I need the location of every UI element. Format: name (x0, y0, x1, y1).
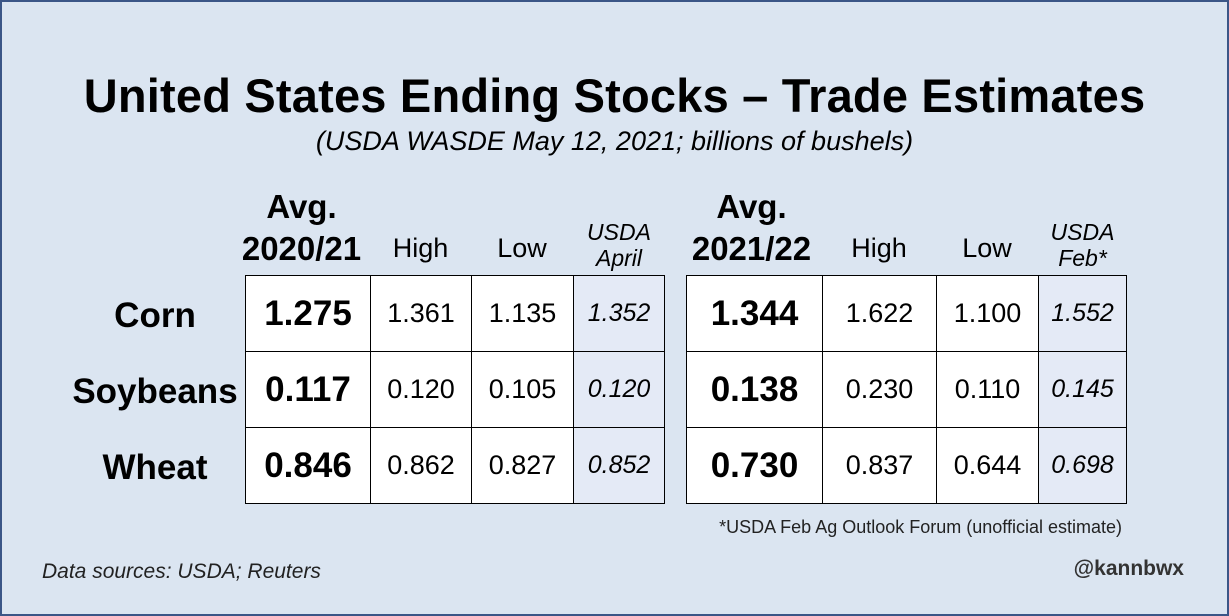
data-cell: 1.361 (370, 275, 472, 352)
panel1-usda-label-2: April (595, 245, 642, 271)
data-cell: 0.827 (471, 427, 574, 504)
data-cell: 0.110 (936, 351, 1039, 428)
data-cell: 0.138 (686, 351, 823, 428)
data-cell: 0.730 (686, 427, 823, 504)
data-cell: 0.105 (471, 351, 574, 428)
panel2-year-label: 2021/22 (691, 230, 812, 267)
data-cell: 1.352 (573, 275, 665, 352)
data-cell: 0.862 (370, 427, 472, 504)
data-cell: 0.852 (573, 427, 665, 504)
data-cell: 1.100 (936, 275, 1039, 352)
data-cell: 0.117 (245, 351, 371, 428)
panel2-avg-header: Avg. 2021/22 (680, 186, 823, 270)
data-cell: 1.622 (822, 275, 937, 352)
panel2-high-header: High (851, 233, 907, 263)
data-cell: 1.275 (245, 275, 371, 352)
chart-title: United States Ending Stocks – Trade Esti… (83, 69, 1146, 122)
data-cell: 0.698 (1038, 427, 1127, 504)
panel1-table: 1.275 1.361 1.135 1.352 0.117 0.120 0.10… (245, 275, 665, 504)
data-cell: 0.846 (245, 427, 371, 504)
data-cell: 0.145 (1038, 351, 1127, 428)
data-cell: 0.644 (936, 427, 1039, 504)
panel2-usda-label-2: Feb* (1058, 245, 1107, 271)
panel1-low-header: Low (497, 233, 547, 263)
data-cell: 1.135 (471, 275, 574, 352)
panel1-avg-label: Avg. (266, 188, 337, 225)
chart-subtitle: (USDA WASDE May 12, 2021; billions of bu… (315, 126, 914, 156)
panel2-avg-label: Avg. (716, 188, 787, 225)
table-row: 1.344 1.622 1.100 1.552 (686, 275, 1127, 352)
panel2-low-header: Low (962, 233, 1012, 263)
panel1-usda-header: USDA April (573, 219, 665, 271)
table-row: 0.138 0.230 0.110 0.145 (686, 351, 1127, 428)
panel2-usda-label-1: USDA (1050, 219, 1115, 245)
data-cell: 0.230 (822, 351, 937, 428)
table-row: 0.846 0.862 0.827 0.852 (245, 427, 665, 504)
panel1-avg-header: Avg. 2020/21 (230, 186, 373, 270)
author-handle: @kannbwx (1073, 557, 1184, 580)
data-sources: Data sources: USDA; Reuters (42, 560, 321, 583)
table-row: 1.275 1.361 1.135 1.352 (245, 275, 665, 352)
data-cell: 0.120 (370, 351, 472, 428)
data-cell: 1.552 (1038, 275, 1127, 352)
data-cell: 1.344 (686, 275, 823, 352)
data-cell: 0.120 (573, 351, 665, 428)
panel1-high-header: High (392, 233, 449, 263)
row-label-corn: Corn (114, 296, 196, 335)
panel1-usda-label-1: USDA (587, 219, 651, 245)
table-row: 0.117 0.120 0.105 0.120 (245, 351, 665, 428)
row-label-soybeans: Soybeans (72, 372, 238, 411)
footnote: *USDA Feb Ag Outlook Forum (unofficial e… (719, 517, 1122, 537)
panel2-usda-header: USDA Feb* (1038, 219, 1127, 271)
data-cell: 0.837 (822, 427, 937, 504)
panel1-year-label: 2020/21 (241, 230, 362, 267)
row-label-wheat: Wheat (102, 448, 208, 487)
table-row: 0.730 0.837 0.644 0.698 (686, 427, 1127, 504)
panel2-table: 1.344 1.622 1.100 1.552 0.138 0.230 0.11… (686, 275, 1127, 504)
